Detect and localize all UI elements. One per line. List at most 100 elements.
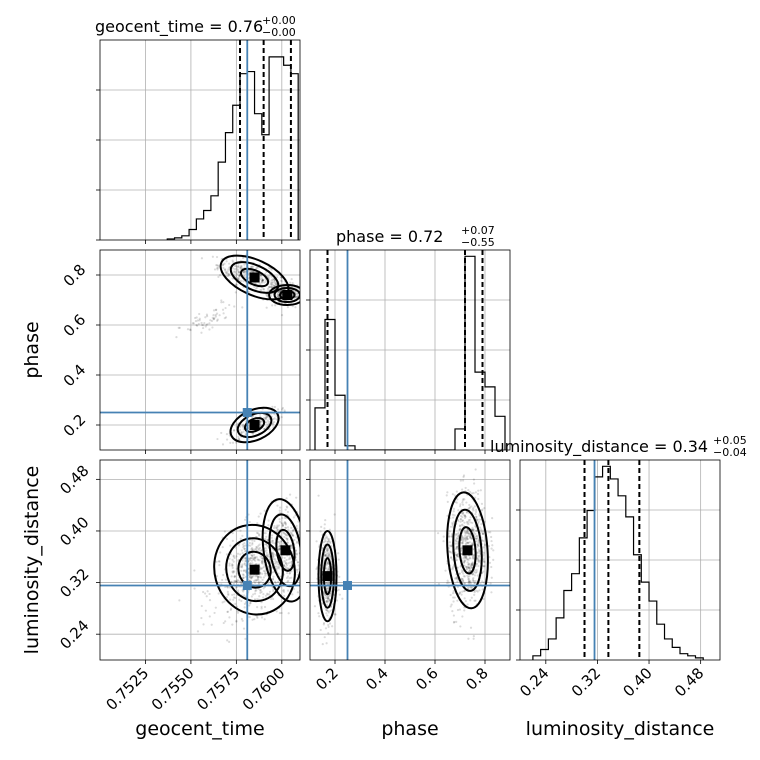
sample-point-53 bbox=[327, 610, 330, 613]
sample-point-362 bbox=[276, 524, 279, 527]
sample-point-852 bbox=[206, 315, 209, 318]
sample-point-801 bbox=[251, 432, 255, 435]
sample-point-82 bbox=[283, 556, 286, 560]
sample-point-1065 bbox=[466, 557, 469, 561]
sample-point-527 bbox=[243, 602, 247, 606]
sample-point-698 bbox=[244, 433, 247, 437]
sample-point-112 bbox=[326, 597, 329, 600]
density-peak-1 bbox=[462, 545, 473, 556]
sample-point-876 bbox=[208, 322, 211, 325]
sample-point-1107 bbox=[472, 506, 475, 510]
sample-point-513 bbox=[231, 593, 234, 596]
sample-point-705 bbox=[482, 570, 485, 573]
sample-point-811 bbox=[453, 577, 457, 580]
sample-point-523 bbox=[470, 543, 473, 546]
sample-point-834 bbox=[451, 493, 454, 496]
sample-point-454 bbox=[231, 563, 234, 567]
sample-point-244 bbox=[327, 551, 330, 555]
y-tick-label-luminosity_distance-0: 0.24 bbox=[56, 616, 92, 652]
sample-point-1014 bbox=[462, 455, 464, 457]
sample-point-783 bbox=[470, 563, 474, 566]
sample-point-313 bbox=[239, 553, 242, 556]
sample-point-123 bbox=[313, 605, 317, 608]
sample-point-853 bbox=[220, 299, 223, 302]
sample-point-859 bbox=[200, 321, 203, 325]
sample-point-251 bbox=[226, 270, 229, 273]
sample-point-595 bbox=[454, 542, 457, 545]
sample-point-450 bbox=[253, 553, 256, 556]
sample-point-292 bbox=[233, 574, 237, 578]
sample-point-206 bbox=[259, 589, 262, 592]
grid bbox=[100, 40, 300, 240]
sample-point-192 bbox=[329, 553, 332, 557]
sample-point-774 bbox=[265, 417, 268, 421]
sample-point-490 bbox=[291, 281, 294, 285]
sample-point-880 bbox=[280, 521, 283, 525]
sample-point-550 bbox=[262, 587, 265, 590]
sample-point-90 bbox=[257, 581, 260, 584]
sample-point-510 bbox=[250, 547, 253, 551]
sample-point-18 bbox=[244, 557, 247, 560]
sample-point-610 bbox=[483, 543, 487, 546]
sample-point-950 bbox=[454, 540, 457, 543]
sample-point-294 bbox=[240, 569, 243, 572]
sample-point-988 bbox=[454, 538, 457, 542]
sample-point-661 bbox=[297, 520, 300, 523]
sample-point-618 bbox=[459, 518, 462, 521]
sample-point-839 bbox=[225, 432, 229, 436]
sample-point-137 bbox=[241, 576, 245, 579]
sample-point-956 bbox=[459, 518, 462, 521]
sample-point-770 bbox=[464, 515, 467, 518]
sample-point-821 bbox=[475, 515, 478, 518]
sample-point-826 bbox=[467, 580, 471, 583]
sample-point-144 bbox=[273, 280, 276, 283]
sample-point-1016 bbox=[477, 560, 481, 564]
sample-point-192 bbox=[218, 563, 221, 567]
sample-point-6 bbox=[233, 268, 237, 271]
sample-point-730 bbox=[476, 562, 479, 566]
sample-point-908 bbox=[282, 589, 285, 592]
sample-point-213 bbox=[271, 552, 274, 555]
sample-point-889 bbox=[222, 301, 225, 304]
sample-point-269 bbox=[234, 586, 237, 589]
sample-point-458 bbox=[477, 489, 480, 492]
sample-point-2 bbox=[260, 281, 263, 284]
sample-point-738 bbox=[295, 496, 298, 499]
sample-point-279 bbox=[232, 598, 235, 601]
sample-point-134 bbox=[266, 287, 270, 290]
sample-point-933 bbox=[292, 528, 295, 531]
sample-point-538 bbox=[315, 290, 317, 292]
sample-point-372 bbox=[259, 566, 263, 570]
sample-point-332 bbox=[336, 632, 339, 635]
sample-point-723 bbox=[469, 534, 473, 537]
sample-point-76 bbox=[232, 270, 236, 273]
sample-point-134 bbox=[276, 528, 280, 532]
sample-point-695 bbox=[487, 531, 490, 534]
sample-point-764 bbox=[292, 516, 295, 519]
sample-point-523 bbox=[284, 561, 287, 564]
sample-point-154 bbox=[226, 639, 229, 642]
sample-point-364 bbox=[254, 575, 257, 578]
sample-point-507 bbox=[473, 581, 476, 584]
sample-point-870 bbox=[285, 562, 288, 565]
sample-point-193 bbox=[317, 612, 320, 615]
sample-point-6 bbox=[237, 589, 240, 592]
sample-point-607 bbox=[465, 567, 469, 570]
sample-point-372 bbox=[326, 581, 329, 584]
sample-point-802 bbox=[275, 561, 278, 564]
sample-point-583 bbox=[257, 544, 260, 547]
sample-point-1114 bbox=[473, 593, 476, 596]
sample-point-1000 bbox=[459, 514, 463, 518]
sample-point-1082 bbox=[481, 588, 484, 591]
sample-point-644 bbox=[472, 529, 475, 532]
sample-point-37 bbox=[263, 281, 266, 284]
sample-point-1094 bbox=[461, 542, 464, 545]
sample-point-921 bbox=[464, 514, 467, 518]
sample-point-95 bbox=[319, 628, 322, 632]
sample-point-1074 bbox=[458, 524, 462, 527]
sample-point-937 bbox=[278, 518, 281, 521]
sample-point-650 bbox=[277, 572, 280, 575]
sample-point-453 bbox=[468, 507, 471, 510]
sample-point-277 bbox=[323, 523, 326, 526]
sample-point-345 bbox=[236, 578, 239, 582]
